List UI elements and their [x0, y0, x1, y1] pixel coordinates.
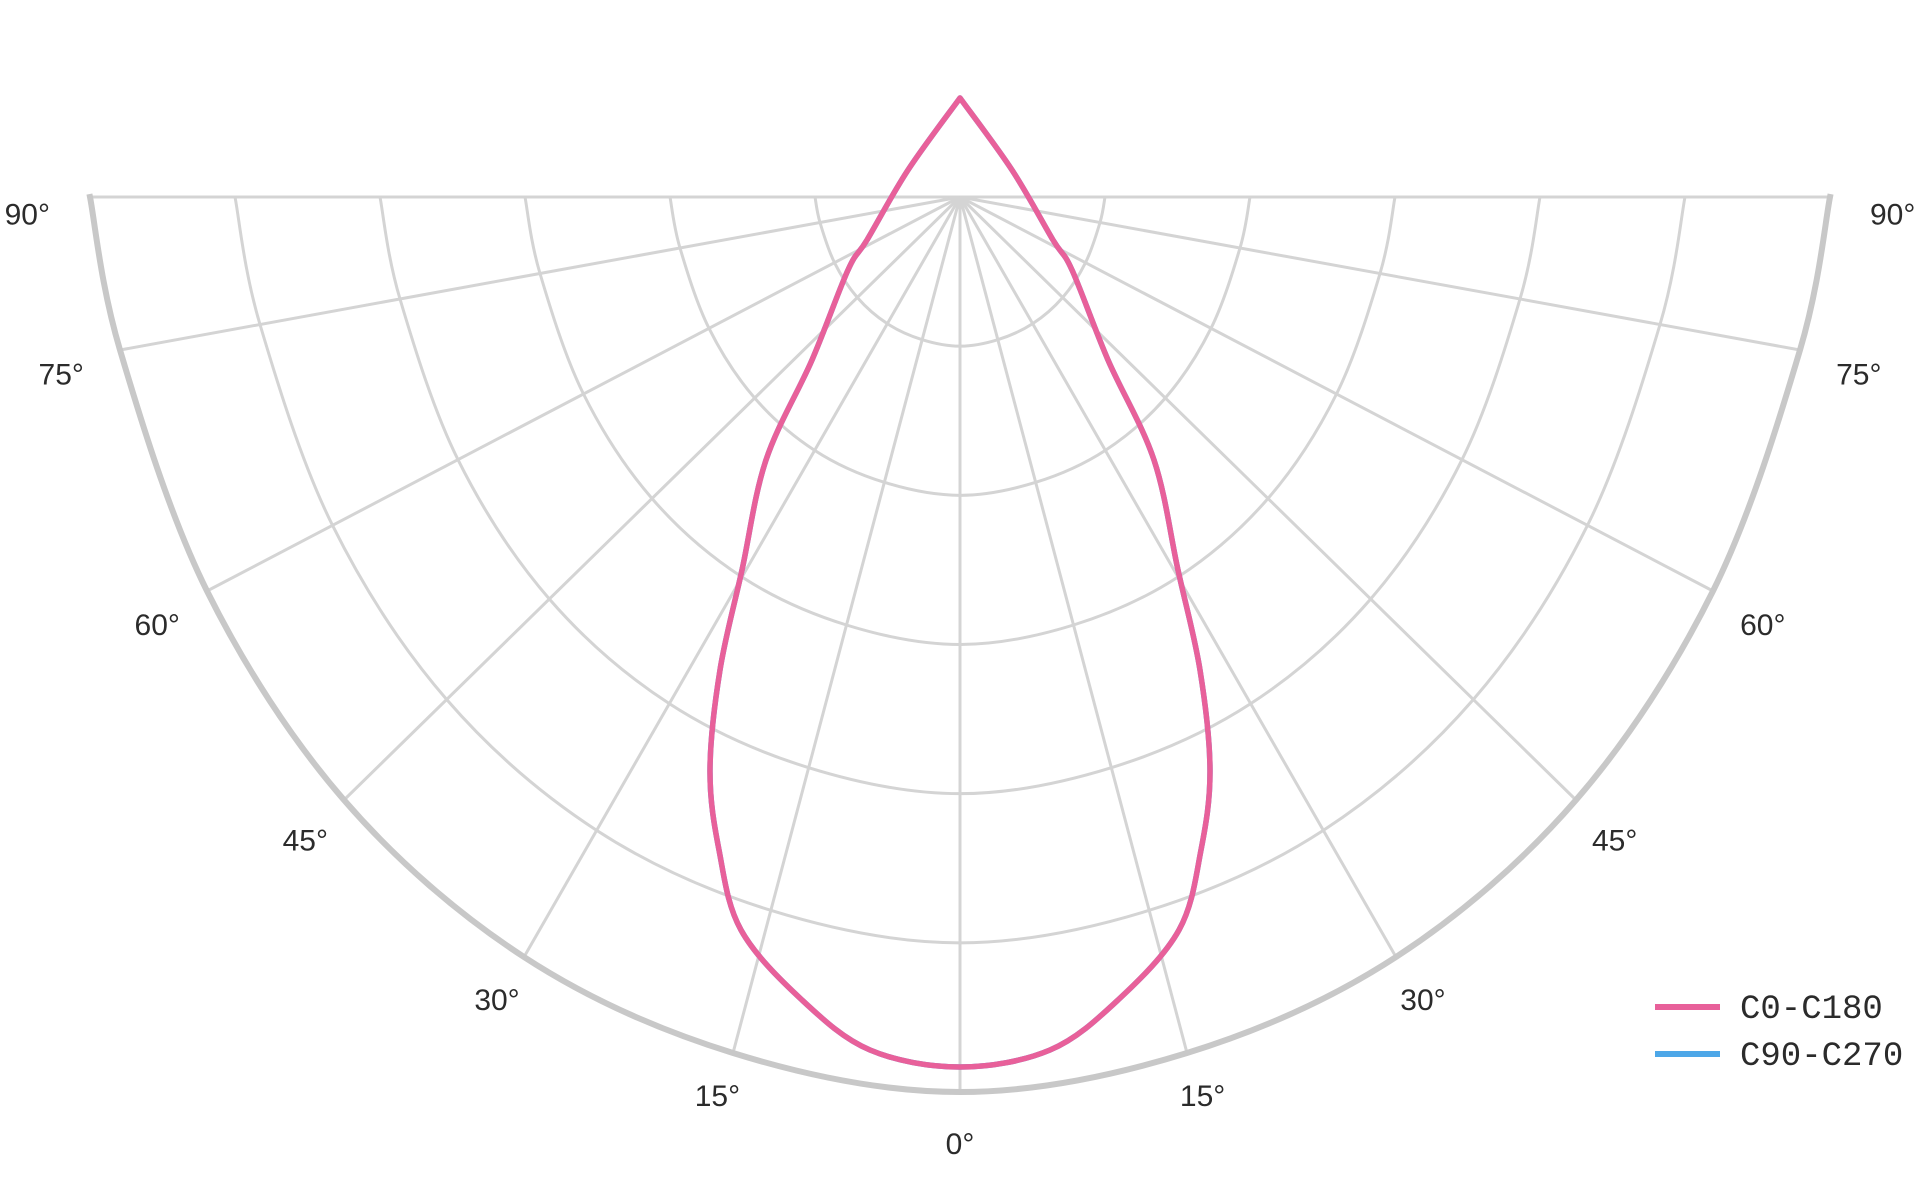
svg-text:30°: 30°	[1400, 984, 1445, 1017]
svg-text:60°: 60°	[1740, 609, 1785, 642]
svg-text:90°: 90°	[1870, 199, 1915, 232]
svg-text:75°: 75°	[39, 358, 84, 391]
svg-text:C90-C270: C90-C270	[1740, 1038, 1903, 1076]
svg-text:90°: 90°	[5, 199, 50, 232]
svg-text:75°: 75°	[1836, 358, 1881, 391]
svg-text:60°: 60°	[135, 609, 180, 642]
svg-text:C0-C180: C0-C180	[1740, 991, 1883, 1029]
svg-text:0°: 0°	[946, 1128, 975, 1161]
svg-text:45°: 45°	[283, 824, 328, 857]
svg-text:15°: 15°	[1180, 1080, 1225, 1113]
svg-text:30°: 30°	[474, 984, 519, 1017]
svg-text:45°: 45°	[1592, 824, 1637, 857]
svg-text:15°: 15°	[695, 1080, 740, 1113]
